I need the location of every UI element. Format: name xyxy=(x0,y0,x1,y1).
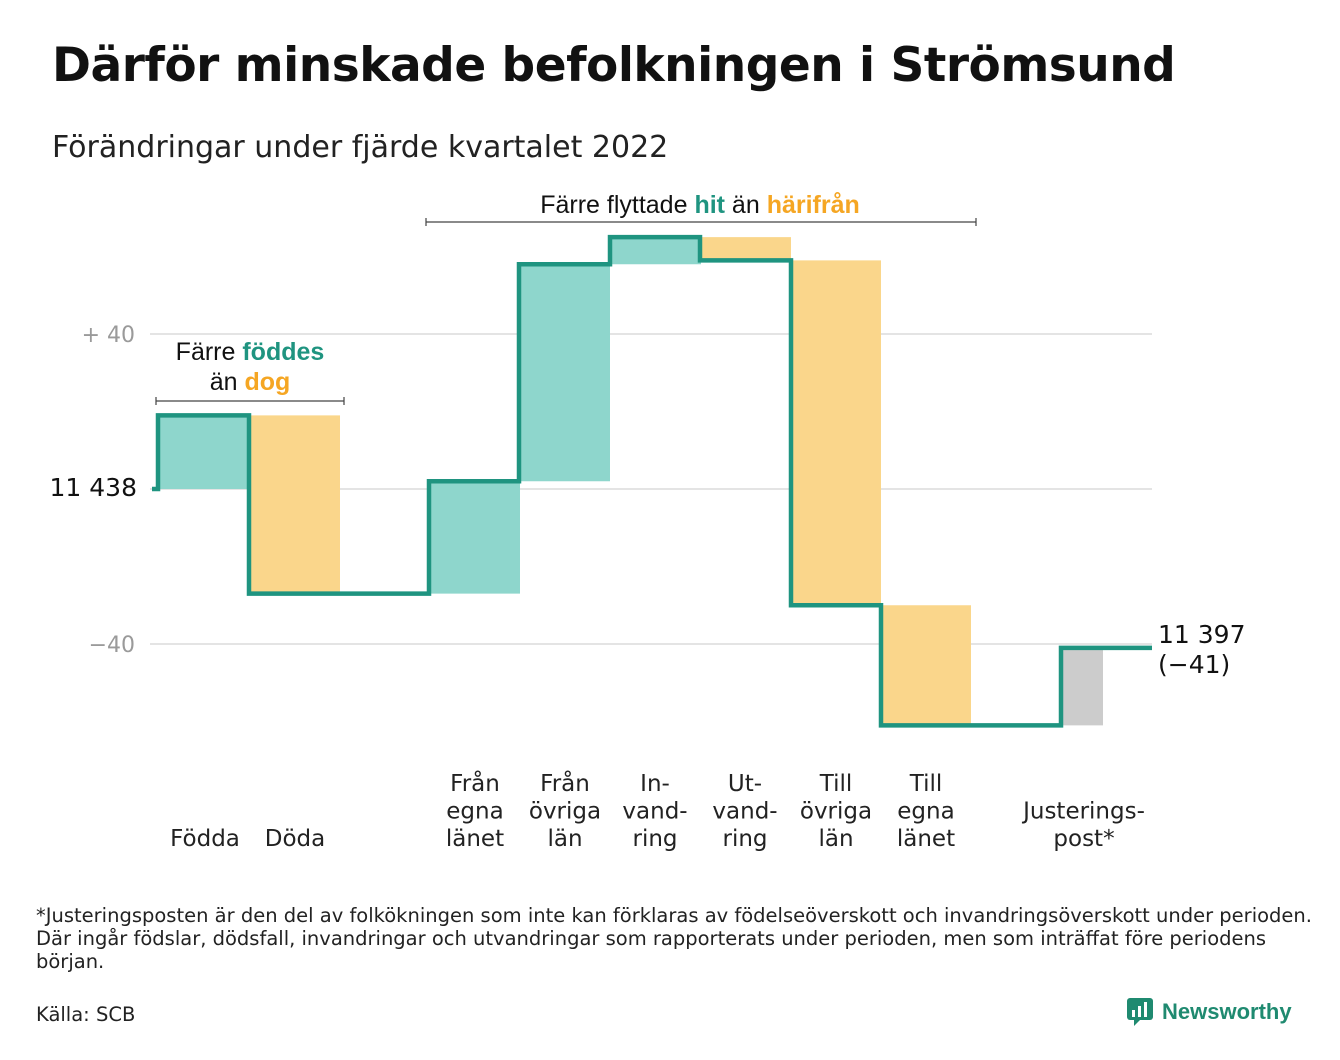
svg-text:Färre flyttade hit än härifrån: Färre flyttade hit än härifrån xyxy=(540,191,860,219)
annotation-text: än xyxy=(725,191,767,219)
category-label: Födda xyxy=(170,826,240,852)
end-change-label: (−41) xyxy=(1158,650,1230,679)
annotation-emphasis: härifrån xyxy=(767,191,860,219)
annotation-text: än xyxy=(210,368,245,396)
category-label: länet xyxy=(446,826,504,852)
bar-decrease xyxy=(791,260,881,606)
category-label: Till xyxy=(909,771,943,797)
newsworthy-logo: Newsworthy xyxy=(1126,997,1292,1027)
birth-death-annotation: Färre föddes än dog xyxy=(155,338,345,405)
category-label: ring xyxy=(632,826,677,852)
bar-increase xyxy=(610,237,701,265)
cumulative-step-line xyxy=(152,234,1152,728)
annotation-text: Färre flyttade xyxy=(540,191,694,219)
bar-increase xyxy=(158,415,248,489)
category-label: ring xyxy=(722,826,767,852)
footnote: *Justeringsposten är den del av folkökni… xyxy=(36,904,1312,973)
category-label: Justerings- xyxy=(1021,799,1145,825)
category-label: Från xyxy=(540,769,590,797)
category-label: egna xyxy=(446,799,503,825)
category-label: Från xyxy=(450,769,500,797)
y-tick-label: −40 xyxy=(89,633,135,658)
bar-adjustment xyxy=(1061,647,1103,726)
bar-increase xyxy=(429,481,520,594)
category-label: övriga xyxy=(800,799,872,825)
y-tick-label: + 40 xyxy=(82,323,135,348)
annotation-emphasis: hit xyxy=(694,191,725,219)
category-label: län xyxy=(547,826,582,852)
source-label: Källa: SCB xyxy=(36,1003,136,1026)
migration-annotation: Färre flyttade hit än härifrån xyxy=(425,191,977,226)
category-label: övriga xyxy=(529,799,601,825)
annotation-emphasis: föddes xyxy=(242,338,324,366)
category-label: Ut- xyxy=(728,771,762,797)
category-label: Döda xyxy=(265,826,325,852)
bar-decrease xyxy=(700,237,791,261)
chart-title: Därför minskade befolkningen i Strömsund xyxy=(52,38,1176,93)
category-label: In- xyxy=(640,771,670,797)
svg-text:Färre föddes: Färre föddes xyxy=(176,338,325,366)
bar-decrease xyxy=(249,415,340,594)
category-label: vand- xyxy=(622,799,687,825)
category-label: länet xyxy=(897,826,955,852)
start-value-label: 11 438 xyxy=(50,473,137,502)
category-label: post* xyxy=(1053,826,1114,852)
annotation-text: Färre xyxy=(176,338,243,366)
end-value-label: 11 397 xyxy=(1158,620,1245,649)
chart-subtitle: Förändringar under fjärde kvartalet 2022 xyxy=(52,130,669,165)
svg-text:än dog: än dog xyxy=(210,368,291,396)
annotation-emphasis: dog xyxy=(244,368,290,396)
category-label: egna xyxy=(897,799,954,825)
category-label: vand- xyxy=(712,799,777,825)
bar-increase xyxy=(519,264,610,482)
category-label: Till xyxy=(819,771,853,797)
logo-text: Newsworthy xyxy=(1162,999,1292,1024)
category-label: län xyxy=(818,826,853,852)
waterfall-chart: + 40 −40 11 438 11 397 (−41) Färre föddes… xyxy=(50,191,1246,852)
chart-bubble-icon xyxy=(1127,998,1153,1026)
bar-decrease xyxy=(881,605,971,726)
